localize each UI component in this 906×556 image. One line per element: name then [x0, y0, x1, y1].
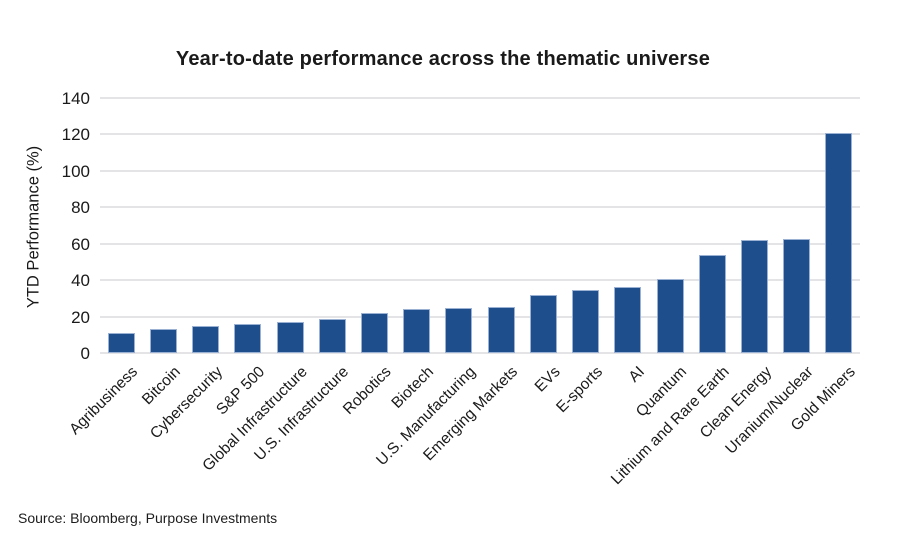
bar-clean-energy — [740, 240, 768, 353]
gridline — [100, 279, 860, 282]
bar-u-s-infrastructure — [318, 319, 346, 353]
bar-u-s-manufacturing — [445, 308, 473, 353]
gridline — [100, 242, 860, 245]
bar-s-p-500 — [234, 323, 262, 353]
y-tick-label: 0 — [80, 344, 90, 363]
y-tick-label: 20 — [71, 307, 90, 327]
y-tick-label: 60 — [71, 234, 90, 254]
gridline — [100, 315, 860, 318]
x-category-label: EVs — [531, 363, 564, 396]
bar-gold-miners — [825, 132, 853, 353]
bar-global-infrastructure — [276, 322, 304, 353]
x-category-label: Agribusiness — [66, 363, 142, 439]
bar-robotics — [360, 312, 388, 353]
y-tick-label: 120 — [61, 125, 90, 145]
x-category-label: E-sports — [553, 363, 606, 417]
bar-cybersecurity — [192, 325, 220, 353]
y-tick-label: 100 — [61, 161, 90, 181]
bar-lithium-and-rare-earth — [698, 254, 726, 353]
x-category-label: AI — [625, 363, 649, 386]
bar-evs — [529, 294, 557, 353]
bar-emerging-markets — [487, 306, 515, 353]
source-note: Source: Bloomberg, Purpose Investments — [18, 510, 278, 526]
gridline — [100, 206, 860, 209]
bar-biotech — [403, 309, 431, 353]
gridline — [100, 169, 860, 172]
y-tick-label: 40 — [71, 271, 90, 291]
y-tick-label: 140 — [61, 89, 90, 108]
chart-title: Year-to-date performance across the them… — [175, 48, 711, 70]
gridline — [100, 352, 860, 354]
gridline — [100, 97, 860, 99]
y-tick-label: 80 — [71, 198, 90, 218]
bar-ai — [614, 286, 642, 353]
gridline — [100, 133, 860, 136]
bar-uranium-nuclear — [783, 239, 811, 353]
bar-bitcoin — [149, 329, 177, 353]
bar-agribusiness — [107, 332, 135, 353]
bar-e-sports — [572, 290, 600, 353]
bar-quantum — [656, 279, 684, 353]
